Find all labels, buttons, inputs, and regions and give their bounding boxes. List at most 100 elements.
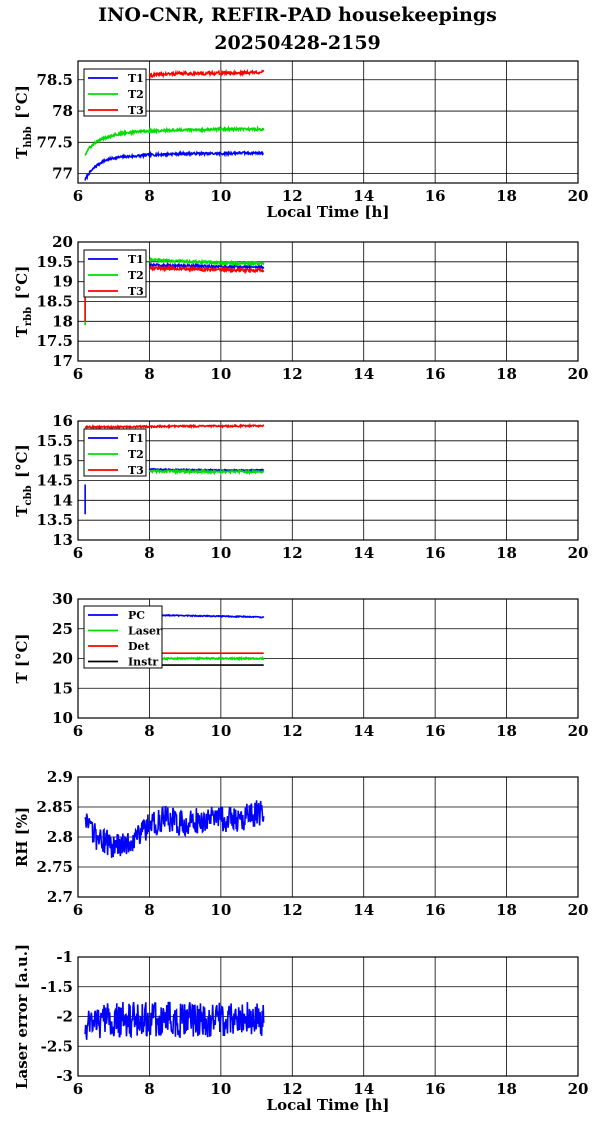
x-tick-label: 12 [282,722,303,740]
y-tick-label: 2.9 [47,768,73,786]
x-tick-label: 6 [73,901,83,919]
y-tick-label: 2.7 [47,888,73,906]
legend: T1 T2 T3 [83,428,147,477]
y-tick-label: 19.5 [36,253,73,271]
plot-frame [77,598,579,719]
legend: T1 T2 T3 [83,249,147,298]
x-tick-label: 14 [353,1080,374,1098]
y-tick-label: -1.5 [41,978,73,996]
y-tick-label: 20 [52,233,73,251]
chart-panel-1: 6 8 10 12 14 16 18 20 77 77.5 78 78.5 Local Time [h]… [13,60,589,221]
y-tick-label: 19 [52,273,73,291]
x-tick-label: 6 [73,722,83,740]
x-tick-label: 6 [73,187,83,205]
x-tick-label: 8 [144,544,154,562]
legend-label: T2 [128,269,144,282]
y-tick-label: 78.5 [36,71,73,89]
x-tick-label: 14 [353,544,374,562]
series-line-data [84,800,265,858]
legend-label: T3 [128,464,144,477]
series-line-t1 [84,150,264,181]
y-tick-label: 2.8 [47,828,73,846]
y-tick-label: 20 [52,650,73,668]
legend-box [83,605,163,669]
x-tick-label: 20 [568,365,589,383]
series-line-laser [149,655,265,662]
x-tick-label: 14 [353,722,374,740]
y-tick-label: 14 [52,491,73,509]
x-axis-label: Local Time [h] [267,203,390,221]
series-line-t3 [148,68,265,80]
y-tick-label: 2.75 [36,858,73,876]
x-tick-label: 18 [496,544,517,562]
legend: T1 T2 T3 [83,68,147,117]
y-tick-label: 77.5 [36,133,73,151]
x-tick-label: 12 [282,1080,303,1098]
x-tick-label: 14 [353,187,374,205]
y-tick-label: 17.5 [36,332,73,350]
x-tick-label: 16 [425,187,446,205]
x-tick-label: 8 [144,901,154,919]
x-tick-label: 8 [144,1080,154,1098]
legend-label: Instr [128,656,158,669]
x-tick-label: 18 [496,722,517,740]
x-tick-label: 20 [568,544,589,562]
y-tick-label: -2.5 [41,1037,73,1055]
x-tick-label: 14 [353,365,374,383]
legend-label: T2 [128,448,144,461]
x-tick-label: 20 [568,1080,589,1098]
x-tick-label: 20 [568,187,589,205]
y-tick-label: 10 [52,709,73,727]
y-tick-label: 25 [52,620,73,638]
y-tick-label: 13.5 [36,511,73,529]
legend-label: T3 [128,104,144,117]
plot-area [84,800,265,858]
plot-area [84,256,265,326]
y-axis-label: Trbb [°C] [13,266,34,338]
x-tick-label: 10 [210,901,231,919]
x-tick-label: 16 [425,901,446,919]
plot-frame [77,776,579,898]
x-tick-label: 12 [282,901,303,919]
series-line-t2 [84,125,265,156]
legend-box [83,68,147,117]
x-tick-label: 16 [425,722,446,740]
y-tick-label: 2.85 [36,798,73,816]
chart-panel-4: 6 8 10 12 14 16 18 20 10 15 20 25 30 T [°C] PC Laser Det… [13,590,588,740]
y-tick-label: 15.5 [36,432,73,450]
x-tick-label: 18 [496,1080,517,1098]
chart-title-line-1: INO-CNR, REFIR-PAD housekeepings [98,4,497,26]
x-tick-label: 12 [282,187,303,205]
plot-frame [77,956,579,1077]
x-tick-label: 20 [568,722,589,740]
x-axis-label: Local Time [h] [267,1096,390,1114]
legend-label: T1 [128,253,144,266]
x-tick-label: 20 [568,901,589,919]
chart-title-line-2: 20250428-2159 [214,32,381,54]
x-tick-label: 16 [425,1080,446,1098]
legend-box [83,249,147,298]
series-line-t3 [84,422,265,430]
y-tick-label: 17 [52,352,73,370]
y-tick-label: 30 [52,590,73,608]
series-line-data [84,1001,265,1040]
y-tick-label: 18.5 [36,293,73,311]
series-line-pc [148,613,265,619]
x-tick-label: 10 [210,1080,231,1098]
y-tick-label: 77 [52,165,73,183]
y-axis-label: Tcbb [°C] [13,444,34,516]
y-tick-label: -1 [56,948,73,966]
legend-label: Det [128,640,151,653]
y-tick-label: -2 [56,1008,73,1026]
chart-panel-5: 6 8 10 12 14 16 18 20 2.7 2.75 2.8 2.85 2.9 RH [%] [13,768,588,919]
plot-area [84,68,265,181]
x-tick-label: 8 [144,722,154,740]
x-tick-label: 12 [282,365,303,383]
legend-label: T1 [128,432,144,445]
x-tick-label: 8 [144,187,154,205]
legend: PC Laser Det Instr [83,605,163,669]
x-tick-label: 10 [210,722,231,740]
legend-label: T1 [128,72,144,85]
